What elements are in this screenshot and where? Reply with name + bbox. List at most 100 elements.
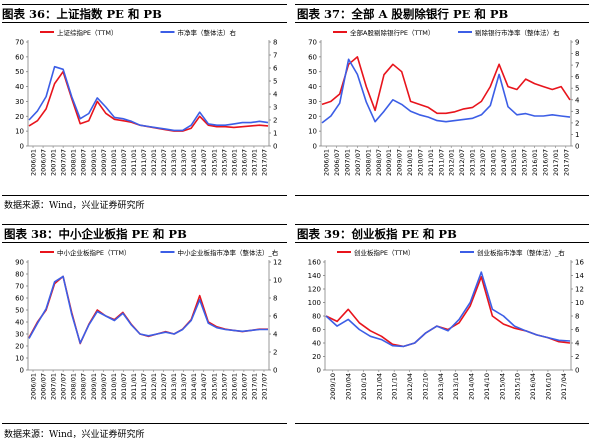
panel-37-bottom-rule: [295, 195, 589, 196]
x-tick-label: 2014/01: [190, 373, 198, 400]
x-tick-label: 2009/07: [100, 373, 108, 400]
x-tick-label: 2015/01: [510, 149, 518, 176]
x-tick-label: 2009/01: [90, 149, 98, 176]
y-tick-label-left: 100: [308, 299, 321, 307]
panel-37-title: 图表 37：全部 A 股剔除银行 PE 和 PB: [297, 7, 509, 21]
y-tick-label-left: 70: [15, 283, 24, 291]
x-tick-label: 2016/04: [529, 373, 537, 400]
x-tick-label: 2015/01: [210, 149, 218, 176]
y-tick-label-right: 7: [273, 52, 277, 60]
legend-label: 全部A股剔除银行PE（TTM）: [350, 28, 434, 37]
panel-36-chart: 上证综指PE（TTM） 市净率（整体法）右 0 10 20 30 40 50 60 70 0 1 2 3 4…: [15, 28, 278, 176]
panel-38-top-rule: [2, 224, 287, 225]
panel-38-source: 数据来源：Wind，兴业证券研究所: [4, 430, 145, 440]
y-tick-label-right: 14: [575, 272, 584, 280]
y-tick-label-left: 40: [15, 319, 24, 327]
y-tick-label-right: 4: [575, 340, 580, 348]
x-tick-label: 2016/07: [541, 149, 549, 176]
y-tick-label-left: 140: [308, 272, 321, 280]
y-tick-label-left: 160: [308, 259, 321, 267]
x-tick-label: 2015/10: [514, 373, 522, 400]
x-tick-label: 2012/01: [150, 149, 158, 176]
series-line-red: [325, 275, 571, 348]
y-tick-label-left: 0: [20, 367, 24, 375]
x-tick-label: 2015/07: [521, 149, 529, 176]
y-tick-label-right: 6: [273, 65, 278, 73]
y-tick-label-right: 8: [273, 39, 277, 47]
x-tick-label: 2015/01: [210, 373, 218, 400]
y-tick-label-right: 1: [273, 130, 277, 138]
x-tick-label: 2013/07: [180, 149, 188, 176]
x-tick-label: 2015/07: [220, 373, 228, 400]
y-tick-label-right: 4: [273, 331, 278, 339]
x-tick-label: 2016/07: [240, 373, 248, 400]
x-tick-label: 2007/07: [60, 149, 68, 176]
y-tick-label-right: 2: [575, 119, 579, 127]
series-line-blue: [325, 271, 571, 348]
y-tick-label-right: 10: [273, 277, 282, 285]
x-tick-label: 2015/07: [220, 149, 228, 176]
y-tick-label-right: 4: [273, 91, 278, 99]
x-tick-label: 2012/01: [448, 149, 456, 176]
y-tick-label-right: 2: [273, 117, 277, 125]
panel-36-top-rule: [2, 4, 287, 5]
x-tick-label: 2009/07: [100, 149, 108, 176]
panel-39-chart: 创业板指PE（TTM） 创业板指市净率（整体法）_右020406080100120…: [308, 248, 585, 400]
x-tick-label: 2013/01: [170, 149, 178, 176]
x-tick-label: 2014/01: [489, 149, 497, 176]
x-tick-label: 2009/01: [385, 149, 393, 176]
y-tick-label-right: 12: [575, 286, 584, 294]
x-tick-label: 2011/04: [375, 373, 383, 400]
panel-37-top-rule: [295, 4, 589, 5]
y-tick-label-left: 50: [308, 68, 317, 76]
x-tick-label: 2012/07: [458, 149, 466, 176]
legend-label: 创业板指PE（TTM）: [354, 248, 414, 257]
series-line-blue: [321, 58, 571, 124]
x-tick-label: 2013/01: [469, 149, 477, 176]
x-tick-label: 2010/07: [120, 149, 128, 176]
panel-38-chart: 中小企业板指PE（TTM） 中小企业板指市净率（整体法）_右01020304050…: [15, 248, 282, 400]
x-tick-label: 2012/07: [160, 149, 168, 176]
y-tick-label-left: 20: [312, 353, 321, 361]
x-tick-label: 2011/10: [391, 373, 399, 400]
x-tick-label: 2013/10: [452, 373, 460, 400]
x-tick-label: 2013/04: [437, 373, 445, 400]
x-tick-label: 2011/07: [437, 149, 445, 176]
x-tick-label: 2008/07: [375, 149, 383, 176]
x-tick-label: 2017/01: [552, 149, 560, 176]
y-tick-label-right: 10: [575, 299, 584, 307]
x-tick-label: 2011/01: [427, 149, 435, 176]
x-tick-label: 2017/07: [260, 373, 268, 400]
y-tick-label-left: 80: [15, 271, 24, 279]
y-tick-label-right: 4: [575, 96, 580, 104]
x-tick-label: 2008/01: [70, 149, 78, 176]
x-tick-label: 2008/07: [80, 149, 88, 176]
x-tick-label: 2011/07: [140, 373, 148, 400]
y-tick-label-left: 10: [308, 128, 317, 136]
series-line-red: [28, 70, 269, 132]
x-tick-label: 2014/07: [500, 149, 508, 176]
y-tick-label-left: 50: [15, 307, 24, 315]
y-tick-label-left: 0: [20, 143, 24, 151]
panel-39-bottom-rule: [295, 423, 589, 424]
x-tick-label: 2010/07: [416, 149, 424, 176]
y-tick-label-right: 2: [575, 353, 579, 361]
x-tick-label: 2011/07: [140, 149, 148, 176]
y-tick-label-right: 6: [575, 326, 580, 334]
y-tick-label-left: 0: [317, 367, 321, 375]
x-tick-label: 2006/01: [30, 149, 38, 176]
x-tick-label: 2017/04: [560, 373, 568, 400]
panel-39-title: 图表 39：创业板指 PE 和 PB: [297, 227, 457, 241]
x-tick-label: 2012/07: [160, 373, 168, 400]
x-tick-label: 2006/01: [323, 149, 331, 176]
x-tick-label: 2011/01: [130, 373, 138, 400]
x-tick-label: 2008/01: [70, 373, 78, 400]
y-tick-label-right: 0: [273, 143, 277, 151]
x-tick-label: 2010/01: [110, 373, 118, 400]
x-tick-label: 2013/07: [180, 373, 188, 400]
x-tick-label: 2016/01: [230, 373, 238, 400]
y-tick-label-right: 3: [575, 108, 579, 116]
y-tick-label-right: 5: [575, 85, 579, 93]
y-tick-label-left: 50: [15, 68, 24, 76]
y-tick-label-right: 9: [575, 39, 579, 47]
